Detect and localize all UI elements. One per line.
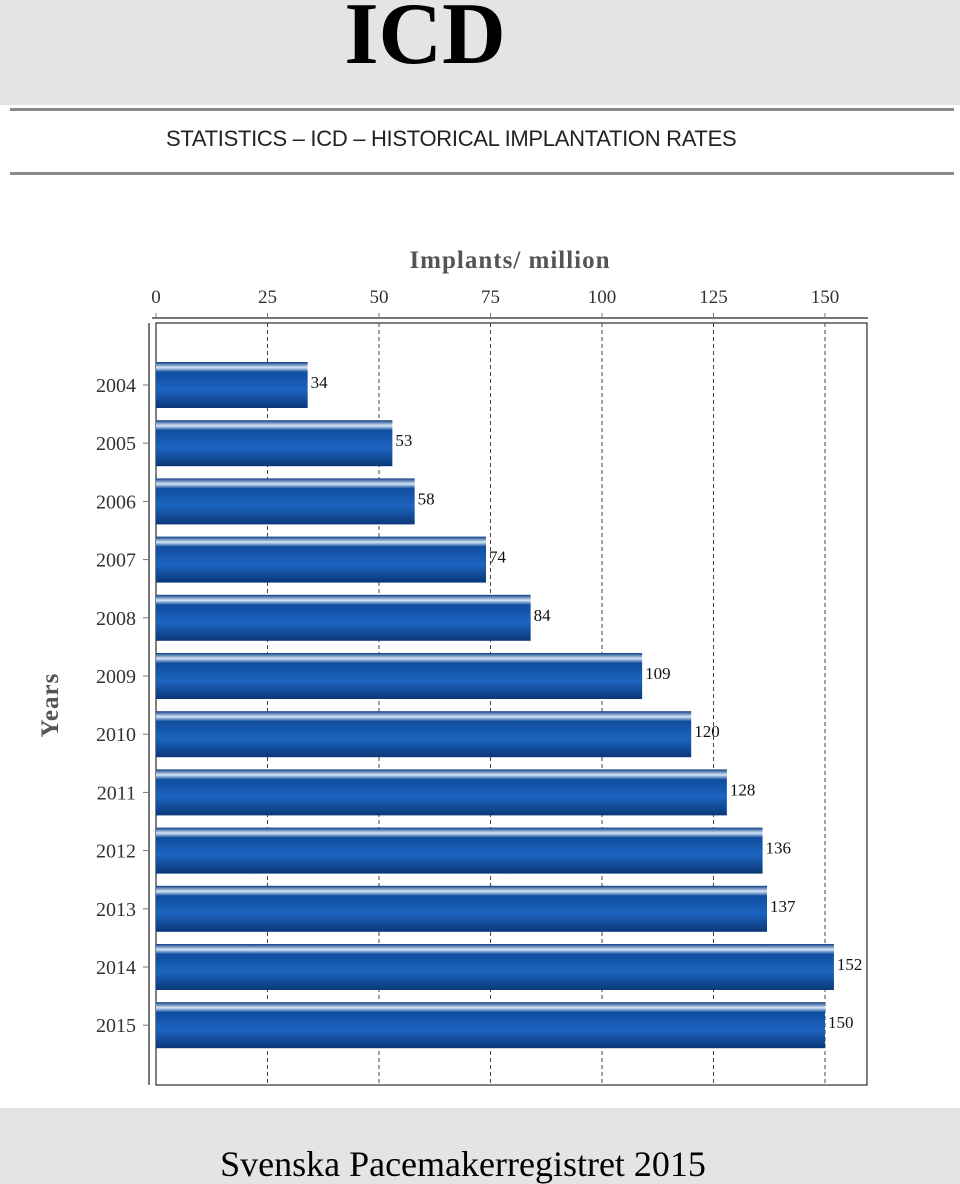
x-tick-label: 100 xyxy=(588,287,617,308)
data-label: 53 xyxy=(395,431,412,450)
y-tick-label: 2009 xyxy=(96,666,136,688)
bar xyxy=(156,420,393,467)
y-tick-label: 2008 xyxy=(96,608,136,630)
bar xyxy=(156,827,763,874)
data-label: 136 xyxy=(766,839,792,858)
page-title: ICD xyxy=(344,0,506,83)
statistics-title: STATISTICS – ICD – HISTORICAL IMPLANTATI… xyxy=(166,126,737,151)
data-label: 84 xyxy=(534,606,552,625)
x-tick-label: 75 xyxy=(481,287,500,308)
y-tick-label: 2011 xyxy=(97,782,136,804)
x-tick-label: 0 xyxy=(151,287,161,308)
y-tick-label: 2007 xyxy=(96,550,136,572)
data-label: 34 xyxy=(311,373,329,392)
footer-text: Svenska Pacemakerregistret 2015 xyxy=(220,1144,706,1184)
title-rule xyxy=(10,172,954,175)
y-tick-label: 2015 xyxy=(96,1015,136,1037)
data-label: 120 xyxy=(694,722,720,741)
data-label: 128 xyxy=(730,780,756,799)
x-tick-label: 50 xyxy=(370,287,389,308)
x-tick-label: 25 xyxy=(258,287,277,308)
bar xyxy=(156,769,727,816)
bar xyxy=(156,653,643,699)
data-label: 74 xyxy=(489,548,507,567)
y-tick-label: 2006 xyxy=(96,491,136,513)
y-tick-label: 2013 xyxy=(96,899,136,921)
y-tick-label: 2004 xyxy=(96,375,136,397)
data-label: 109 xyxy=(645,664,671,683)
top-rule xyxy=(10,108,954,111)
bar xyxy=(156,944,834,990)
bar xyxy=(156,885,768,932)
y-tick-label: 2005 xyxy=(96,433,136,455)
y-tick-label: 2014 xyxy=(96,957,136,979)
bar xyxy=(156,362,308,408)
x-tick-label: 125 xyxy=(699,287,728,308)
y-axis-label: Years xyxy=(37,673,64,738)
data-label: 152 xyxy=(837,955,863,974)
bar xyxy=(156,536,487,583)
data-label: 137 xyxy=(770,897,796,916)
bar xyxy=(156,1002,825,1049)
data-label: 58 xyxy=(418,489,435,508)
bar-chart: 0 25 50 75 100 125 150 Implants/ million Years 20… xyxy=(37,247,868,1086)
y-tick-label: 2010 xyxy=(96,724,136,746)
bar xyxy=(156,478,415,525)
x-axis-label: Implants/ million xyxy=(409,247,610,274)
x-tick-label: 150 xyxy=(811,287,840,308)
data-label: 150 xyxy=(828,1013,854,1032)
y-tick-label: 2012 xyxy=(96,841,136,863)
bar xyxy=(156,711,692,758)
bar xyxy=(156,594,531,641)
